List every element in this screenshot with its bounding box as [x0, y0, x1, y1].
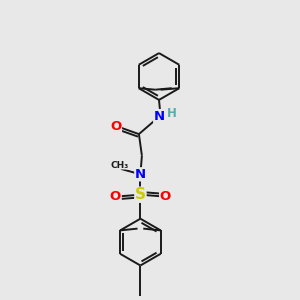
Text: O: O — [110, 190, 121, 203]
Text: CH₃: CH₃ — [110, 160, 128, 169]
Text: O: O — [110, 119, 122, 133]
Text: H: H — [167, 107, 177, 120]
Text: S: S — [135, 187, 146, 202]
Text: O: O — [160, 190, 171, 203]
Text: N: N — [154, 110, 165, 123]
Text: N: N — [135, 168, 146, 181]
